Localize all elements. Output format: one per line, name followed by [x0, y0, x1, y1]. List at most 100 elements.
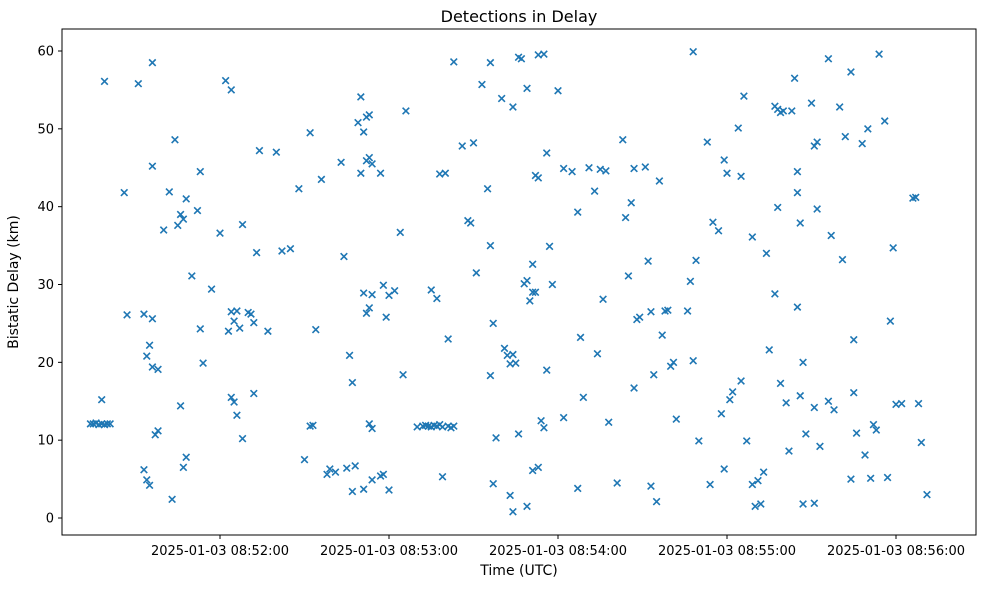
scatter-point	[517, 54, 526, 63]
scatter-point	[348, 378, 357, 387]
scatter-point	[145, 481, 154, 490]
scatter-point	[748, 480, 757, 489]
scatter-point	[694, 437, 703, 445]
scatter-point	[765, 346, 774, 354]
y-tick-label: 40	[37, 200, 54, 215]
scatter-point	[889, 244, 898, 252]
x-axis-ticks: 2025-01-03 08:52:00 2025-01-03 08:53:00 20…	[151, 535, 965, 559]
scatter-point	[810, 403, 819, 412]
scatter-point	[720, 465, 729, 473]
scatter-point	[368, 290, 376, 299]
scatter-point	[523, 84, 531, 93]
x-tick-label: 2025-01-03 08:53:00	[320, 544, 458, 559]
scatter-point	[486, 371, 495, 380]
scatter-point	[179, 215, 188, 223]
scatter-point	[728, 388, 737, 396]
scatter-point	[776, 379, 785, 388]
scatter-point	[323, 470, 331, 479]
scatter-point	[861, 451, 869, 459]
scatter-point	[737, 172, 745, 181]
scatter-point	[771, 289, 779, 298]
scatter-point	[686, 277, 695, 286]
scatter-point	[134, 79, 143, 88]
scatter-point	[154, 365, 162, 374]
scatter-point	[703, 138, 712, 146]
scatter-point	[652, 497, 661, 506]
scatter-point	[486, 58, 495, 67]
scatter-point	[379, 470, 388, 479]
scatter-point	[545, 242, 554, 251]
scatter-point	[173, 221, 182, 230]
scatter-point	[799, 358, 807, 367]
scatter-point	[176, 402, 185, 410]
scatter-point	[356, 169, 365, 178]
scatter-point	[866, 474, 875, 483]
scatter-point	[613, 479, 622, 487]
scatter-point	[264, 327, 272, 336]
scatter-point	[148, 314, 157, 323]
scatter-point	[692, 256, 700, 265]
scatter-point	[247, 310, 255, 318]
scatter-point	[325, 465, 334, 473]
scatter-point	[345, 351, 354, 360]
scatter-point	[847, 68, 855, 76]
y-tick-label: 30	[37, 278, 54, 293]
scatter-point	[762, 249, 771, 258]
scatter-point	[509, 507, 517, 516]
scatter-point	[140, 310, 148, 318]
scatter-point	[368, 475, 376, 484]
scatter-point	[773, 203, 782, 212]
scatter-point	[165, 188, 174, 196]
scatter-point	[295, 184, 303, 193]
scatter-point	[537, 416, 545, 425]
scatter-point	[148, 162, 157, 171]
scatter-point	[655, 177, 664, 185]
scatter-point	[528, 288, 537, 297]
scatter-point	[542, 149, 551, 157]
scatter-point	[154, 426, 162, 435]
scatter-point	[858, 139, 867, 148]
scatter-point	[824, 54, 833, 63]
scatter-point	[483, 184, 492, 193]
scatter-point	[779, 107, 788, 115]
x-tick-label: 2025-01-03 08:55:00	[658, 544, 796, 559]
plot-area	[61, 28, 977, 536]
scatter-point	[717, 409, 726, 418]
scatter-point	[365, 303, 374, 312]
scatter-point	[914, 399, 923, 408]
scatter-point	[824, 397, 833, 406]
scatter-point	[624, 272, 633, 280]
scatter-point	[835, 103, 844, 111]
scatter-point	[618, 135, 627, 144]
scatter-point	[427, 286, 436, 294]
scatter-point	[573, 208, 582, 216]
scatter-point	[252, 248, 261, 257]
x-tick-label: 2025-01-03 08:52:00	[151, 544, 289, 559]
scatter-point	[863, 124, 872, 133]
scatter-point	[120, 188, 129, 197]
scatter-point	[196, 167, 205, 176]
scatter-point	[123, 310, 131, 319]
scatter-point	[816, 442, 824, 451]
scatter-point	[306, 128, 314, 137]
scatter-point	[542, 366, 551, 374]
scatter-point	[249, 318, 258, 327]
scatter-point	[227, 393, 236, 402]
scatter-point	[754, 476, 762, 485]
scatter-point	[402, 107, 410, 115]
scatter-point	[725, 395, 734, 404]
scatter-point	[238, 220, 247, 229]
scatter-point	[478, 80, 486, 89]
scatter-point	[140, 465, 148, 474]
scatter-point	[340, 252, 348, 261]
scatter-point	[663, 306, 672, 315]
scatter-point	[441, 169, 450, 178]
scatter-point	[100, 77, 109, 86]
scatter-point	[396, 228, 405, 237]
scatter-point	[579, 393, 588, 402]
scatter-point	[647, 307, 655, 316]
scatter-point	[641, 163, 650, 171]
scatter-point	[737, 377, 745, 385]
scatter-point	[469, 138, 478, 147]
scatter-point	[286, 244, 295, 253]
